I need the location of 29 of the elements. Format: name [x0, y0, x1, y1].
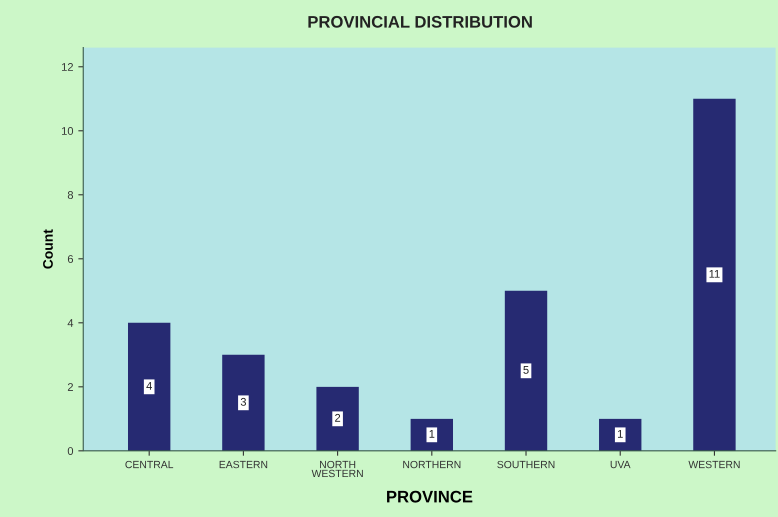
data-label: 2 — [335, 414, 340, 422]
x-tick-label: WESTERN — [688, 460, 740, 468]
y-tick-label: 12 — [62, 63, 73, 71]
data-label: 4 — [146, 382, 152, 390]
y-tick-label: 6 — [68, 255, 74, 263]
chart-title: PROVINCIAL DISTRIBUTION — [308, 16, 532, 28]
y-tick-label: 0 — [68, 447, 74, 455]
x-axis-title: PROVINCE — [387, 490, 472, 503]
data-label: 1 — [618, 430, 623, 438]
x-tick-label: SOUTHERN — [497, 460, 554, 468]
data-label: 3 — [240, 398, 246, 406]
y-tick-label: 10 — [62, 127, 74, 135]
data-label: 1 — [430, 430, 434, 438]
data-label: 11 — [710, 270, 720, 278]
y-tick-label: 2 — [68, 383, 73, 391]
x-tick-label: EASTERN — [220, 460, 268, 468]
y-axis-title: Count — [43, 229, 53, 269]
bar — [128, 322, 170, 451]
x-tick-label: NORTH WESTERN — [312, 460, 363, 478]
x-tick-label: UVA — [610, 460, 631, 468]
bar — [504, 290, 548, 451]
bar — [693, 98, 736, 451]
bar — [316, 386, 359, 451]
y-tick-label: 8 — [68, 191, 74, 199]
data-label: 5 — [523, 366, 529, 374]
x-tick-label: CENTRAL — [125, 460, 174, 468]
bar — [222, 354, 265, 451]
y-tick-label: 4 — [68, 319, 74, 327]
x-tick-label: NORTHERN — [403, 460, 460, 468]
